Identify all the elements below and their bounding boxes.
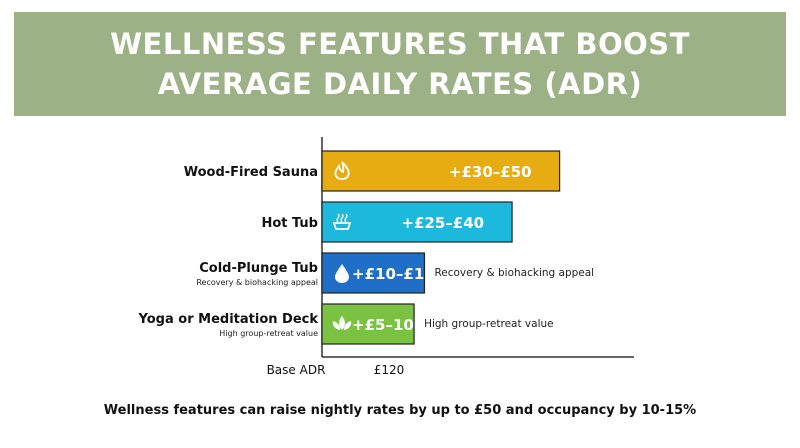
- water-drop-icon: [335, 264, 349, 283]
- base-adr-value: £120: [374, 363, 405, 377]
- bar-chart: +£30–£50 Wood-Fired Sauna +£25–£40 Hot Tub +…: [138, 137, 634, 377]
- title-line-2: AVERAGE DAILY RATES (ADR): [157, 67, 643, 101]
- flame-icon: [334, 161, 350, 180]
- lotus-icon: [332, 316, 352, 330]
- data-label-hot-tub: +£25–£40: [401, 214, 484, 232]
- bar-hot-tub: [321, 201, 513, 243]
- footer-note: Wellness features can raise nightly rate…: [103, 403, 697, 418]
- title-banner: WELLNESS FEATURES THAT BOOST AVERAGE DAI…: [14, 12, 786, 116]
- data-label-yoga-or-meditation-deck: +£5–10: [352, 316, 414, 334]
- hot-tub-icon: [332, 213, 352, 230]
- category-label-cold-plunge-tub: Cold-Plunge Tub: [199, 261, 318, 276]
- annotation-yoga-or-meditation-deck: High group-retreat value: [424, 318, 554, 330]
- category-label-hot-tub: Hot Tub: [261, 216, 318, 231]
- category-label-wood-fired-sauna: Wood-Fired Sauna: [184, 165, 318, 180]
- category-sublabel-yoga-or-meditation-deck: High group-retreat value: [219, 329, 318, 338]
- annotation-cold-plunge-tub: Recovery & biohacking appeal: [434, 267, 594, 279]
- bar-wood-fired-sauna: [321, 150, 561, 192]
- category-label-yoga-or-meditation-deck: Yoga or Meditation Deck: [138, 312, 319, 327]
- data-label-wood-fired-sauna: +£30–£50: [449, 163, 532, 181]
- title-line-1: WELLNESS FEATURES THAT BOOST: [110, 27, 690, 61]
- category-sublabel-cold-plunge-tub: Recovery & biohacking appeal: [196, 278, 318, 287]
- data-label-cold-plunge-tub: +£10–£15: [352, 265, 435, 283]
- base-adr-label: Base ADR: [267, 363, 326, 377]
